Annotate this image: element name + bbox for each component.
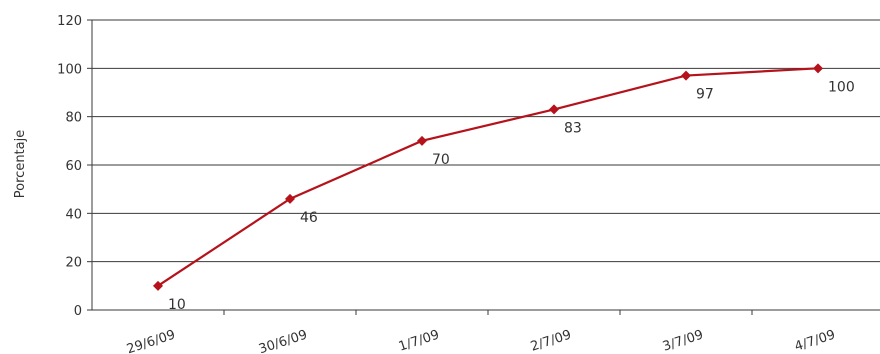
markers: [153, 63, 823, 291]
y-axis-title: Porcentaje: [13, 130, 28, 198]
data-point-marker: [285, 193, 295, 204]
data-label: 46: [300, 210, 318, 226]
data-point-marker: [153, 280, 163, 291]
x-tick-label: 3/7/09: [661, 328, 705, 354]
data-label: 83: [564, 120, 582, 136]
data-point-marker: [549, 104, 559, 115]
x-tick-label: 30/6/09: [257, 328, 309, 354]
x-tick-label: 29/6/09: [125, 328, 177, 354]
y-tick-label: 80: [65, 111, 82, 126]
data-labels: 10 46 70 83 97 100: [168, 79, 855, 313]
data-point-marker: [417, 135, 427, 146]
y-tick-label: 40: [65, 207, 82, 222]
data-point-marker: [813, 63, 823, 74]
y-tick-label: 120: [57, 14, 82, 29]
data-label: 97: [696, 87, 714, 103]
x-tick-label: 1/7/09: [397, 328, 441, 354]
series-line-layer: [157, 67, 819, 287]
y-tick-label: 0: [74, 304, 82, 319]
y-tick-label: 20: [65, 256, 82, 271]
grid: [92, 19, 880, 263]
y-tick-label: 60: [65, 159, 82, 174]
data-label: 70: [432, 152, 450, 168]
data-label: 100: [828, 79, 855, 95]
data-point-marker: [681, 70, 691, 81]
data-label: 10: [168, 297, 186, 313]
y-tick-label: 100: [57, 62, 82, 77]
x-tick-label: 4/7/09: [793, 328, 837, 354]
series-line: [157, 67, 819, 287]
x-tick-label: 2/7/09: [529, 328, 573, 354]
